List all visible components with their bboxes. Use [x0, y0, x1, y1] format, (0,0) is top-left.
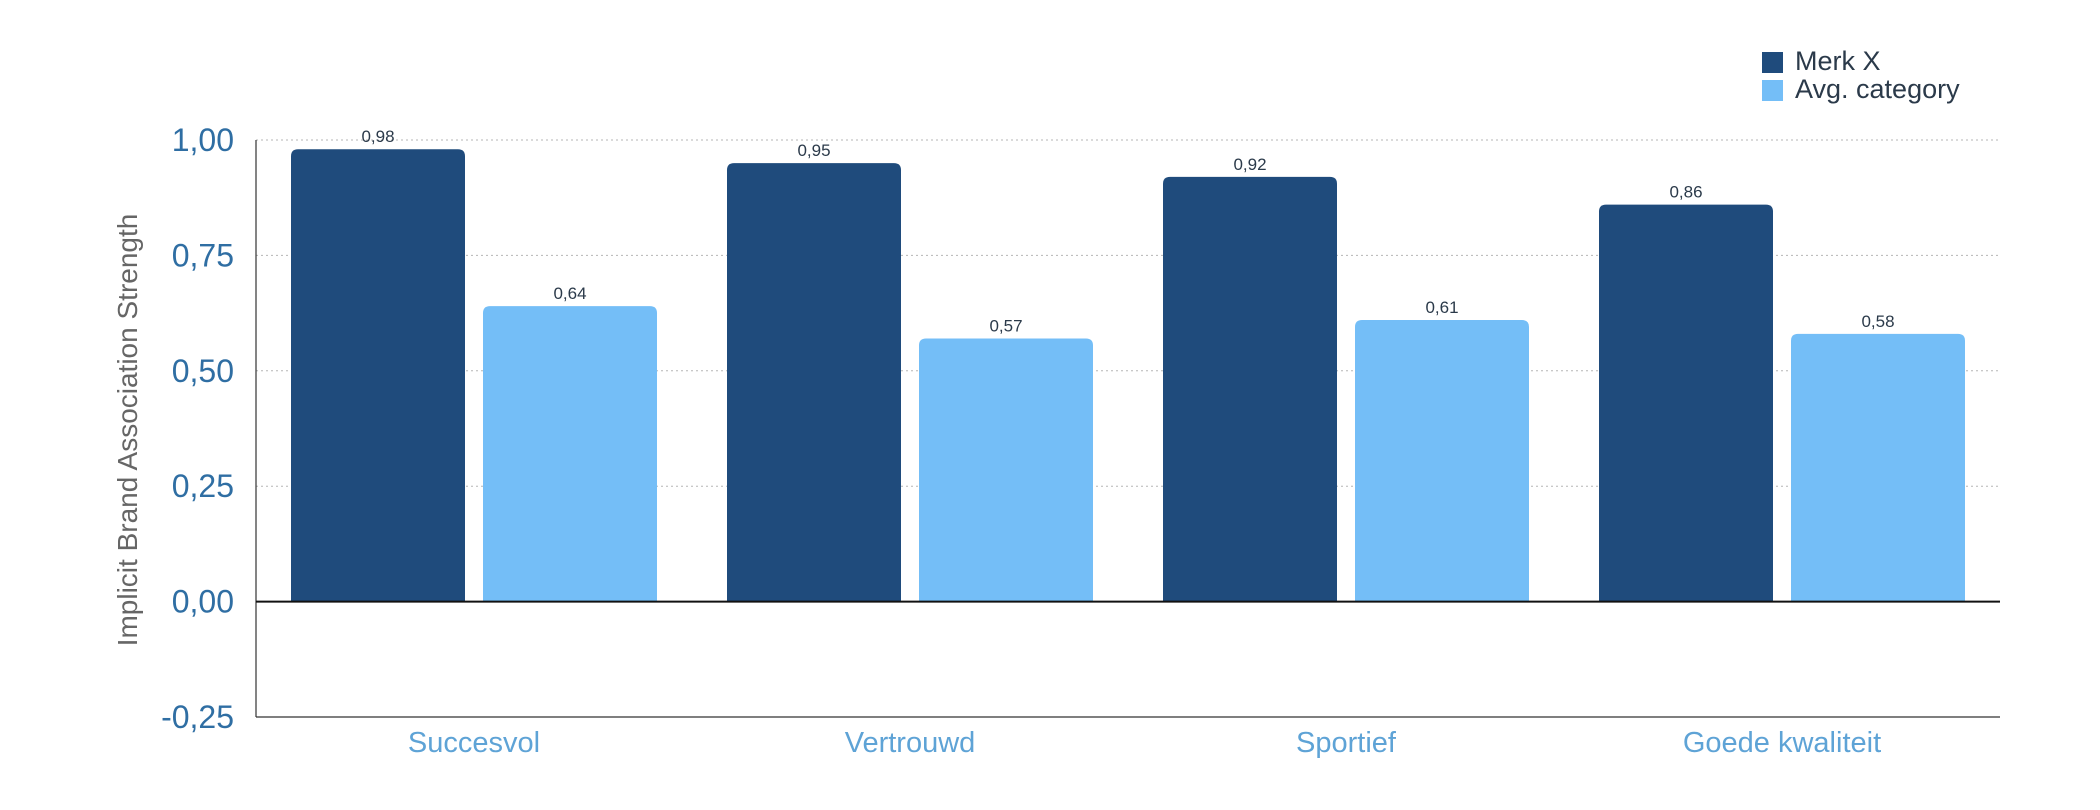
bars [291, 149, 1965, 602]
x-tick-label: Sportief [1296, 727, 1397, 759]
x-tick-label: Succesvol [408, 727, 540, 759]
bar [483, 306, 657, 602]
legend-label: Merk X [1795, 46, 1881, 76]
data-label: 0,92 [1233, 155, 1266, 174]
legend-swatch [1762, 52, 1783, 73]
bar [1355, 320, 1529, 602]
legend-label: Avg. category [1795, 74, 1960, 104]
data-label: 0,58 [1861, 312, 1894, 331]
data-label: 0,95 [797, 141, 830, 160]
bar [727, 163, 901, 602]
bar [919, 338, 1093, 602]
data-label: 0,98 [361, 127, 394, 146]
bar [1163, 176, 1337, 602]
y-tick-label: 0,75 [172, 237, 234, 273]
y-tick-label: 0,25 [172, 468, 234, 504]
x-tick-label: Vertrouwd [845, 727, 976, 759]
y-tick-label: 1,00 [172, 122, 234, 158]
x-tick-label: Goede kwaliteit [1683, 727, 1881, 759]
data-label: 0,64 [553, 284, 586, 303]
labels: 1,00 0,75 0,50 0,25 0,00 -0,25 0,98 0,64 Succesv… [161, 122, 1894, 759]
data-label: 0,61 [1425, 298, 1458, 317]
bar [1599, 204, 1773, 602]
data-label: 0,86 [1669, 183, 1702, 202]
y-tick-label: 0,00 [172, 584, 234, 620]
y-axis-label: Implicit Brand Association Strength [112, 214, 143, 647]
bar [291, 149, 465, 602]
data-label: 0,57 [989, 316, 1022, 335]
bar [1791, 333, 1965, 602]
y-tick-label: 0,50 [172, 353, 234, 389]
legend-swatch [1762, 80, 1783, 101]
axes [255, 140, 2000, 718]
y-tick-label: -0,25 [161, 699, 234, 735]
